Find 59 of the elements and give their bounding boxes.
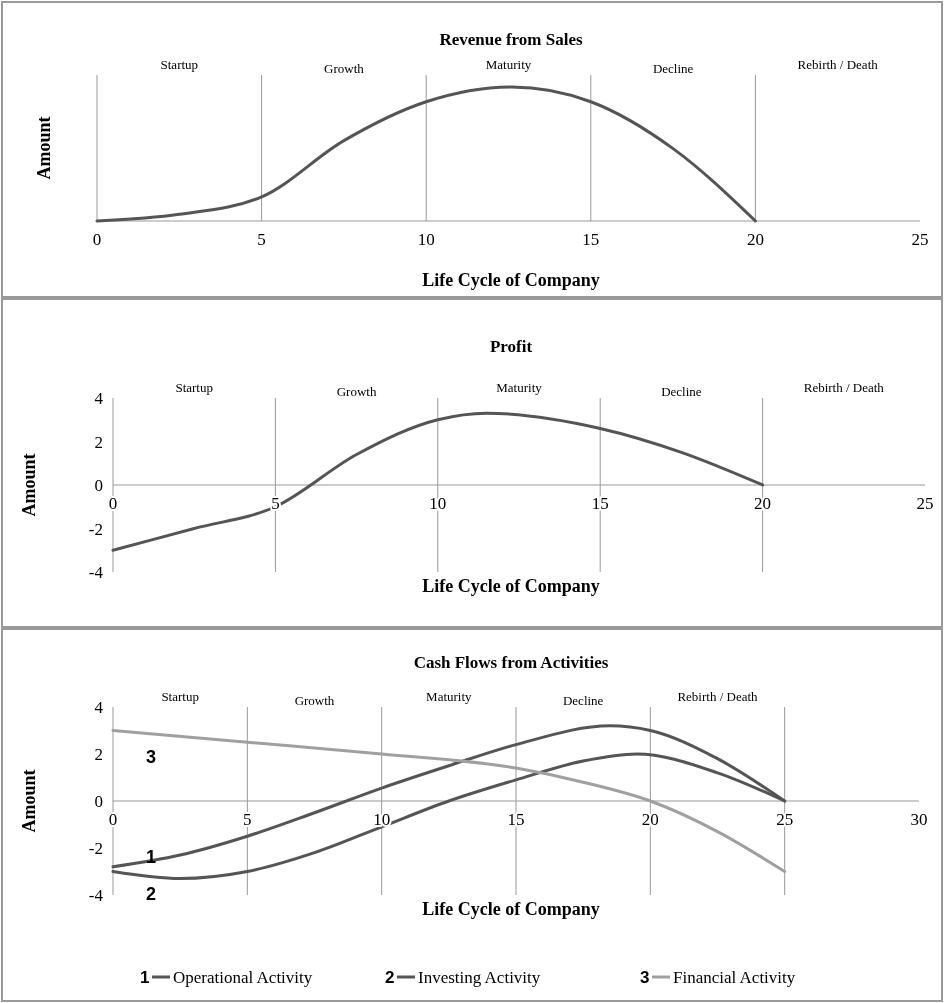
x-tick-label: 30 bbox=[910, 810, 928, 829]
y-axis-title: Amount bbox=[19, 453, 39, 517]
text: Rebirth / Death bbox=[803, 380, 885, 395]
annotation: Decline bbox=[562, 693, 604, 708]
x-tick-label: 20 bbox=[746, 230, 764, 249]
text: 1 bbox=[140, 968, 150, 987]
annotation: Growth bbox=[294, 693, 335, 708]
text: Startup bbox=[161, 689, 199, 704]
x-tick-label: 10 bbox=[417, 230, 435, 249]
text: Maturity bbox=[485, 57, 532, 72]
x-tick-label: 15 bbox=[507, 810, 525, 829]
x-tick-label: 20 bbox=[641, 810, 659, 829]
annotation: 2 bbox=[145, 883, 157, 904]
text: Growth bbox=[324, 61, 365, 76]
x-tick-label: 15 bbox=[582, 230, 600, 249]
x-tick-label: 20 bbox=[754, 494, 772, 513]
x-tick-label: 10 bbox=[373, 810, 391, 829]
annotation: 3 bbox=[145, 746, 157, 767]
y-tick-label: 2 bbox=[94, 432, 103, 452]
text: Startup bbox=[160, 57, 199, 72]
x-tick-label: 5 bbox=[257, 230, 266, 249]
text: 2 bbox=[385, 968, 395, 987]
x-tick-label: 5 bbox=[243, 810, 252, 829]
x-axis-title: Life Cycle of Company bbox=[422, 270, 600, 290]
x-tick-label: 10 bbox=[429, 494, 447, 513]
x-axis-title: Life Cycle of Company bbox=[422, 899, 600, 919]
annotation: Growth bbox=[336, 384, 377, 399]
legend-label: Investing Activity bbox=[418, 968, 541, 987]
legend-label: Financial Activity bbox=[673, 968, 796, 987]
chart-title: Profit bbox=[489, 337, 533, 356]
x-tick-label: 0 bbox=[108, 494, 118, 513]
y-tick-label: 4 bbox=[94, 389, 104, 408]
x-tick-label: 0 bbox=[108, 810, 118, 829]
chart-title: Cash Flows from Activities bbox=[413, 653, 609, 672]
text: Maturity bbox=[496, 380, 543, 395]
x-tick-label: 25 bbox=[776, 810, 794, 829]
y-tick-label: -4 bbox=[88, 886, 104, 905]
y-tick-label: -2 bbox=[88, 839, 103, 858]
legend-label: Operational Activity bbox=[173, 968, 313, 987]
text: Decline bbox=[652, 61, 694, 76]
chart-title: Revenue from Sales bbox=[439, 30, 583, 49]
y-axis-title: Amount bbox=[34, 116, 54, 180]
text: Rebirth / Death bbox=[797, 57, 879, 72]
x-tick-label: 25 bbox=[911, 230, 929, 249]
annotation: Decline bbox=[661, 384, 702, 399]
x-tick-label: 15 bbox=[591, 494, 609, 513]
text: Maturity bbox=[426, 689, 473, 704]
text: 3 bbox=[640, 968, 650, 987]
y-tick-label: 0 bbox=[94, 476, 103, 495]
x-tick-label: 25 bbox=[916, 494, 934, 513]
y-axis-title: Amount bbox=[19, 769, 39, 833]
y-tick-label: 2 bbox=[94, 745, 103, 764]
y-tick-label: -2 bbox=[88, 519, 103, 539]
text: Rebirth / Death bbox=[677, 689, 759, 704]
x-axis-title: Life Cycle of Company bbox=[422, 576, 600, 596]
y-tick-label: 0 bbox=[94, 792, 103, 811]
text: Startup bbox=[175, 380, 213, 395]
y-tick-label: -4 bbox=[88, 563, 104, 582]
y-tick-label: 4 bbox=[94, 698, 104, 717]
